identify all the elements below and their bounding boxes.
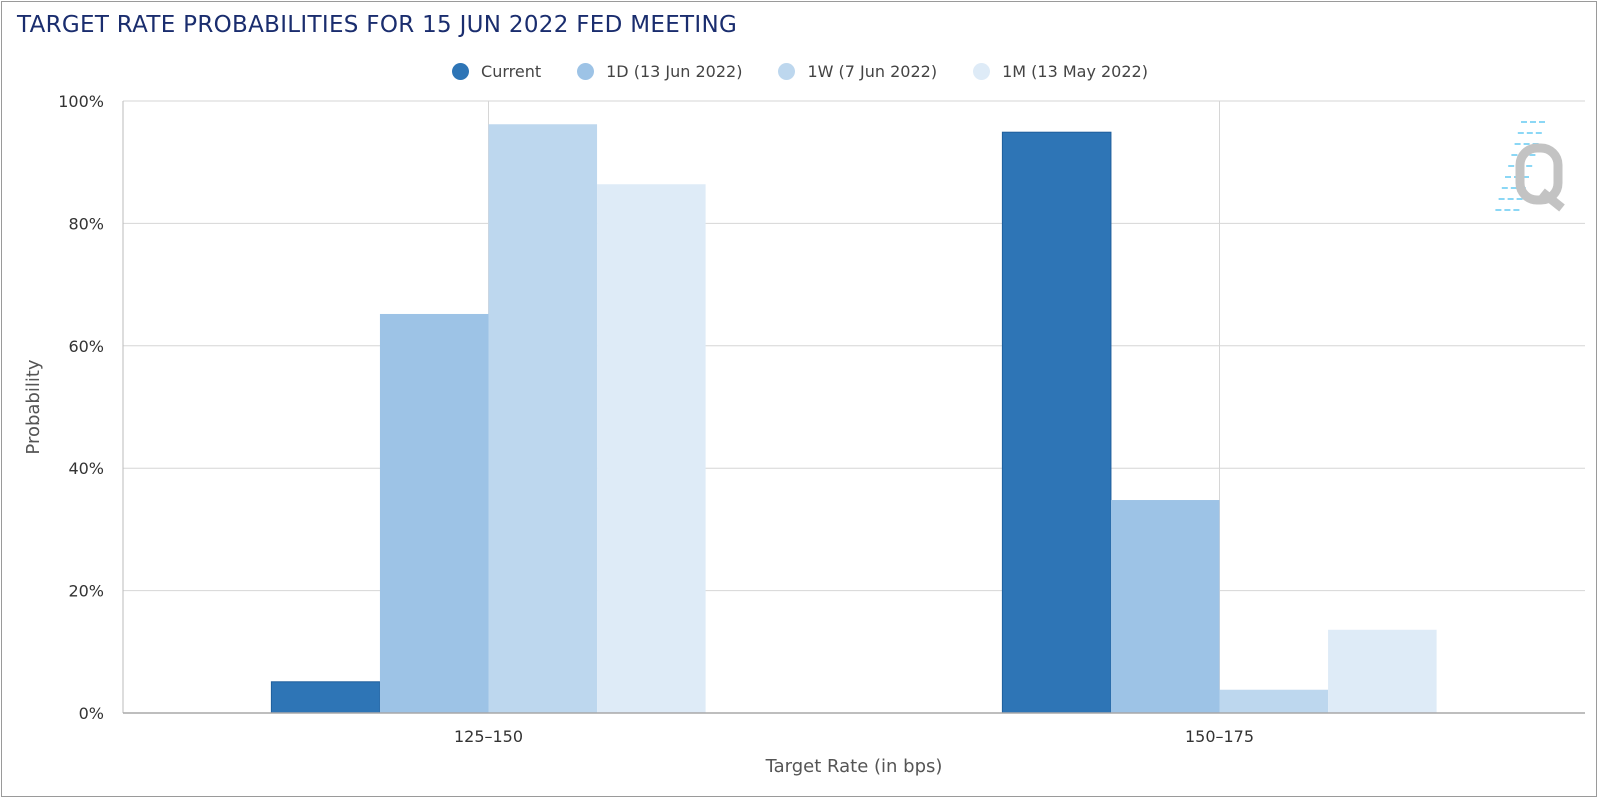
legend-item-1d[interactable]: 1D (13 Jun 2022) [577, 62, 742, 81]
y-tick-label: 40% [68, 459, 104, 478]
y-tick-label: 20% [68, 582, 104, 601]
legend-swatch [778, 63, 796, 80]
bar [597, 184, 706, 713]
legend-swatch [973, 63, 991, 80]
bar [1328, 629, 1437, 713]
chart-legend: Current 1D (13 Jun 2022) 1W (7 Jun 2022)… [0, 62, 1600, 81]
x-tick-label: 150–175 [1185, 727, 1254, 746]
bar [379, 313, 489, 713]
legend-label: 1D (13 Jun 2022) [606, 62, 743, 81]
y-axis-title: Probability [23, 359, 44, 454]
chart-title: TARGET RATE PROBABILITIES FOR 15 JUN 202… [17, 12, 738, 38]
bar [1110, 500, 1220, 713]
y-tick-label: 80% [68, 214, 104, 233]
x-tick-label: 125–150 [454, 727, 523, 746]
legend-item-1w[interactable]: 1W (7 Jun 2022) [778, 62, 937, 81]
legend-swatch [577, 63, 595, 80]
y-tick-label: 0% [79, 704, 104, 723]
bar [1219, 689, 1329, 713]
legend-label: Current [481, 62, 542, 81]
legend-label: 1W (7 Jun 2022) [807, 62, 938, 81]
legend-item-1m[interactable]: 1M (13 May 2022) [973, 62, 1148, 81]
q-logo-icon [1495, 121, 1565, 212]
legend-item-current[interactable]: Current [452, 62, 541, 81]
x-axis-title: Target Rate (in bps) [765, 756, 943, 777]
bar [488, 124, 598, 714]
y-tick-label: 100% [58, 92, 104, 111]
legend-label: 1M (13 May 2022) [1002, 62, 1148, 81]
legend-swatch [452, 63, 470, 80]
y-tick-label: 60% [68, 337, 104, 356]
bar [1001, 131, 1112, 714]
bar [270, 681, 381, 714]
